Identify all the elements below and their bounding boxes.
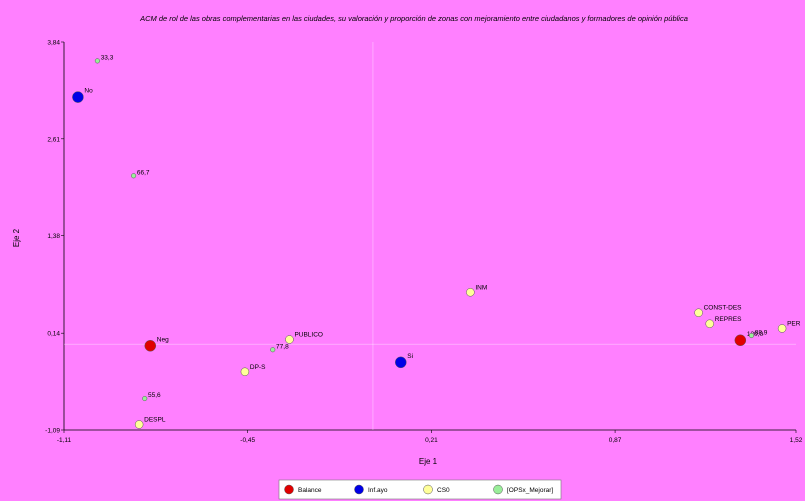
- legend-label: [OPSx_Mejorar]: [507, 487, 553, 494]
- legend-label: CS0: [437, 487, 450, 494]
- point-label: 120,0: [747, 331, 764, 338]
- point-label: Neg: [157, 336, 169, 343]
- point-label: 88,9: [755, 329, 768, 336]
- point-inf-ayo: [72, 91, 84, 103]
- legend: Balance Inf.ayo CS0 [OPSx_Mejorar]: [278, 479, 562, 500]
- point-label: 77,8: [276, 343, 289, 350]
- point-label: 66,7: [137, 169, 150, 176]
- x-tick-label: -0,45: [240, 437, 255, 444]
- chart-title: ACM de rol de las obras complementarias …: [139, 14, 688, 23]
- point-opsx-mejorar: [270, 347, 276, 353]
- x-tick-label: 0,21: [425, 437, 438, 444]
- point-opsx-mejorar: [94, 58, 100, 64]
- point-balance: [734, 334, 747, 347]
- point-label: DESPL: [144, 416, 166, 423]
- point-cs0: [240, 367, 250, 377]
- point-cs0: [694, 308, 703, 317]
- point-label: REPRES: [715, 316, 742, 323]
- legend-box: [278, 479, 562, 500]
- point-opsx-mejorar: [748, 333, 755, 339]
- legend-marker: [284, 484, 294, 495]
- point-opsx-mejorar: [142, 395, 148, 402]
- point-cs0: [777, 324, 787, 333]
- point-label: DP-S: [250, 364, 266, 371]
- x-axis-label: Eje 1: [419, 457, 438, 466]
- point-cs0: [466, 288, 475, 297]
- point-label: PUBLICO: [294, 331, 323, 338]
- point-label: 33,3: [101, 55, 114, 62]
- point-label: CONST-DES: [704, 305, 743, 312]
- legend-marker: [493, 484, 503, 495]
- y-tick-label: 1,38: [47, 233, 60, 240]
- x-tick-label: -1,11: [57, 437, 72, 444]
- y-axis-label: Eje 2: [12, 228, 21, 247]
- point-label: No: [84, 88, 93, 95]
- point-label: PER: [787, 320, 801, 327]
- point-label: 55,6: [148, 392, 161, 399]
- y-tick-label: -1,09: [45, 428, 60, 435]
- point-cs0: [285, 335, 294, 344]
- point-cs0: [705, 319, 714, 329]
- y-tick-label: 2,61: [47, 136, 60, 143]
- x-tick-label: 0,87: [609, 437, 622, 444]
- point-opsx-mejorar: [131, 173, 137, 179]
- y-tick-label: 3,84: [47, 40, 60, 47]
- x-tick-label: 1,52: [790, 437, 803, 444]
- y-tick-label: 0,14: [47, 331, 60, 338]
- point-balance: [144, 340, 157, 352]
- legend-marker: [423, 484, 433, 495]
- point-label: INM: [475, 284, 487, 291]
- point-inf-ayo: [395, 356, 407, 369]
- point-label: Si: [407, 353, 413, 360]
- legend-label: Balance: [298, 487, 322, 494]
- legend-label: Inf.ayo: [368, 487, 388, 494]
- legend-marker: [354, 484, 364, 495]
- point-cs0: [134, 420, 144, 429]
